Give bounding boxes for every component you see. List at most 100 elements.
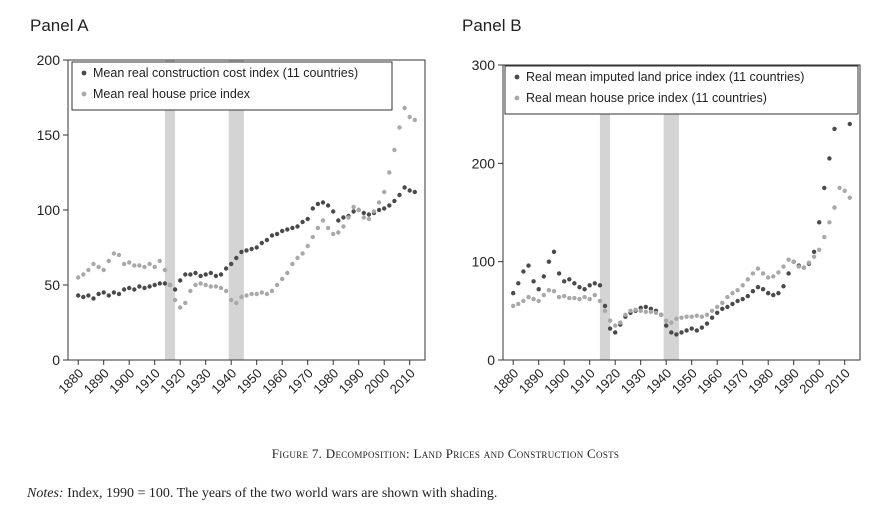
dark-series-point [203, 272, 208, 277]
x-tick-label: 2010 [822, 366, 853, 397]
dark-series-point [157, 281, 162, 286]
dark-series-point [315, 201, 321, 207]
dark-series-point [397, 192, 402, 198]
light-series-point [791, 259, 796, 264]
dark-series-point [572, 281, 577, 286]
y-tick-label: 50 [44, 277, 60, 293]
legend-marker [81, 91, 87, 97]
dark-series-point [387, 203, 392, 208]
x-tick-label: 1990 [771, 366, 802, 397]
dark-series-point [86, 293, 91, 298]
light-series-point [597, 298, 603, 304]
dark-series-point [147, 284, 152, 289]
light-series-point [127, 260, 132, 265]
light-series-point [592, 292, 597, 298]
dark-series-point [218, 272, 224, 277]
dark-series-point [556, 271, 562, 276]
x-tick-label: 1890 [81, 366, 112, 397]
dark-series-point [188, 272, 193, 277]
x-tick-label: 1890 [516, 366, 547, 397]
light-series-point [361, 215, 366, 220]
light-series-point [274, 282, 280, 288]
light-series-point [827, 220, 832, 225]
x-tick-label: 2000 [796, 366, 827, 397]
y-tick-label: 200 [472, 155, 496, 171]
light-series-point [392, 147, 397, 153]
dark-series-point [689, 326, 694, 331]
light-series-point [699, 314, 705, 319]
light-series-point [295, 255, 300, 261]
light-series-point [674, 316, 679, 321]
light-series-point [86, 267, 91, 273]
light-series-point [387, 170, 392, 175]
light-series-point [331, 231, 336, 237]
dark-series-point [127, 285, 132, 291]
dark-series-point [521, 269, 526, 274]
light-series-point [193, 282, 198, 288]
light-series-point [551, 288, 557, 294]
dark-series-point [259, 240, 264, 246]
x-tick-label: 1960 [694, 366, 725, 397]
light-series-point [531, 296, 536, 302]
light-series-point [709, 308, 715, 314]
x-tick-label: 1950 [234, 366, 265, 397]
light-series-point [341, 224, 346, 229]
panel-a-chart: 0 50 100 150 200 1880189019001910192019301940… [37, 52, 426, 397]
light-series-point [536, 298, 541, 304]
light-series-point [382, 189, 387, 195]
dark-series-point [172, 287, 178, 292]
dark-series-point [116, 291, 122, 297]
dark-series-point [786, 271, 791, 276]
dark-series-point [699, 325, 705, 330]
dark-series-point [760, 287, 766, 292]
dark-series-point [132, 287, 137, 292]
dark-series-point [351, 209, 356, 214]
dark-series-point [336, 218, 341, 223]
light-series-point [402, 105, 407, 111]
light-series-point [811, 254, 817, 259]
light-series-point [371, 209, 377, 214]
dark-series-point [526, 263, 531, 268]
dark-series-point [106, 293, 112, 298]
light-series-point [613, 323, 618, 328]
light-series-point [745, 277, 750, 282]
light-series-point [572, 295, 577, 301]
light-series-point [254, 291, 259, 297]
dark-series-point [280, 228, 285, 234]
dark-series-point [781, 284, 786, 289]
light-series-point [81, 272, 86, 277]
legend-label: Real mean house price index (11 countrie… [526, 91, 767, 105]
light-series-point [269, 288, 275, 294]
dark-series-point [382, 206, 387, 211]
light-series-point [822, 234, 827, 240]
light-series-point [771, 274, 776, 279]
x-tick-label: 1900 [541, 366, 572, 397]
light-series-point [101, 267, 106, 273]
dark-series-point [755, 285, 761, 290]
dark-series-point [285, 227, 290, 232]
y-tick-label: 300 [472, 57, 496, 73]
dark-series-point [402, 185, 407, 190]
dark-series-point [516, 281, 521, 286]
light-series-point [786, 257, 791, 262]
dark-series-point [567, 277, 572, 282]
dark-series-point [234, 255, 239, 261]
x-tick-label: 1970 [285, 366, 316, 397]
dark-series-point [213, 273, 219, 279]
light-series-point [96, 264, 101, 270]
dark-series-point [587, 283, 592, 288]
light-series-point [806, 260, 812, 265]
light-series-point [546, 287, 552, 293]
light-series-point [511, 303, 516, 309]
dark-series-point [613, 330, 618, 335]
dark-series-point [694, 328, 699, 333]
dark-series-point [76, 293, 81, 298]
y-tick-label: 0 [52, 352, 60, 368]
light-series-point [325, 225, 331, 231]
dark-series-point [546, 259, 552, 264]
dark-series-point [208, 270, 213, 276]
y-tick-label: 200 [37, 52, 61, 68]
light-series-point [320, 218, 326, 223]
x-tick-label: 1970 [720, 366, 751, 397]
dark-series-point [137, 284, 142, 289]
